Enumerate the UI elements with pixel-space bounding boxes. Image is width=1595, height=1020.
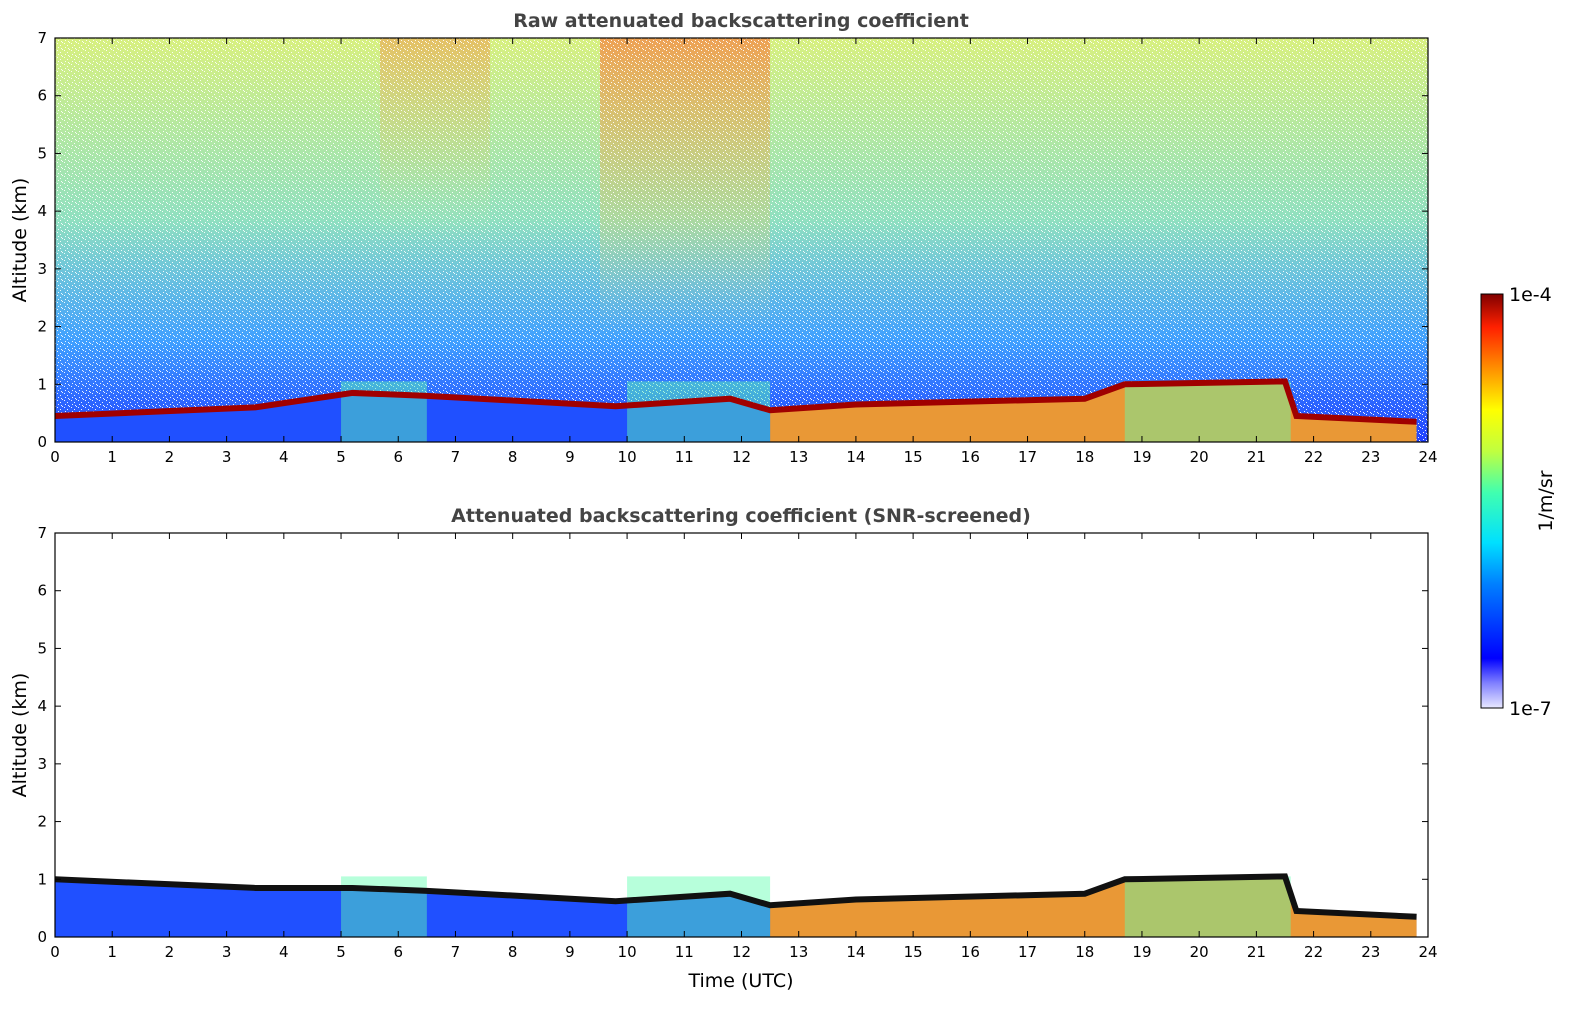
y-tick-label: 7 bbox=[37, 524, 47, 542]
panel-title: Attenuated backscattering coefficient (S… bbox=[451, 505, 1031, 527]
x-tick-label: 22 bbox=[1304, 448, 1323, 466]
colorbar-gradient bbox=[1480, 293, 1504, 709]
x-tick-label: 1 bbox=[107, 943, 117, 961]
layer-top-line bbox=[55, 378, 1417, 425]
colorbar-max-label: 1e-4 bbox=[1509, 284, 1552, 306]
x-tick-label: 21 bbox=[1247, 448, 1266, 466]
x-tick-label: 20 bbox=[1190, 448, 1209, 466]
x-tick-label: 13 bbox=[789, 943, 808, 961]
x-tick-label: 12 bbox=[732, 448, 751, 466]
panel-title: Raw attenuated backscattering coefficien… bbox=[513, 10, 969, 32]
x-tick-label: 1 bbox=[107, 448, 117, 466]
raw-backscatter-panel: Raw attenuated backscattering coefficien… bbox=[9, 10, 1438, 466]
noise-speckle bbox=[55, 38, 1428, 442]
x-tick-label: 14 bbox=[846, 943, 865, 961]
y-tick-label: 7 bbox=[37, 29, 47, 47]
x-tick-label: 2 bbox=[165, 943, 175, 961]
x-tick-label: 19 bbox=[1132, 448, 1151, 466]
layer-warm bbox=[770, 381, 1417, 442]
aerosol-layer bbox=[55, 873, 1417, 937]
x-tick-label: 15 bbox=[904, 448, 923, 466]
y-tick-label: 4 bbox=[37, 697, 47, 715]
y-axis-label: Altitude (km) bbox=[9, 178, 31, 303]
heatmap-image bbox=[55, 533, 1428, 937]
colorbar-min-label: 1e-7 bbox=[1509, 698, 1552, 720]
layer-top-line bbox=[55, 873, 1417, 920]
x-axis: 0 1 2 3 4 5 6 7 8 9 10 11 12 13 14 15 16 17 18 19 20 21 22 23 24 bbox=[50, 38, 1438, 466]
y-tick-label: 4 bbox=[37, 202, 47, 220]
x-tick-label: 16 bbox=[961, 943, 980, 961]
x-tick-label: 3 bbox=[222, 943, 232, 961]
x-tick-label: 21 bbox=[1247, 943, 1266, 961]
y-tick-label: 2 bbox=[37, 813, 47, 831]
y-tick-label: 1 bbox=[37, 375, 47, 393]
x-tick-label: 13 bbox=[789, 448, 808, 466]
layer-transition bbox=[1124, 381, 1291, 442]
layer-transition bbox=[627, 876, 771, 937]
y-tick-label: 0 bbox=[37, 928, 47, 946]
x-tick-label: 11 bbox=[675, 943, 694, 961]
layer-transition bbox=[627, 381, 771, 442]
y-tick-label: 2 bbox=[37, 318, 47, 336]
x-tick-label: 4 bbox=[279, 448, 289, 466]
snr-screened-panel: Attenuated backscattering coefficient (S… bbox=[9, 505, 1438, 992]
x-tick-label: 24 bbox=[1418, 943, 1437, 961]
y-axis: 0 1 2 3 4 5 6 7 bbox=[37, 29, 1428, 451]
x-tick-label: 5 bbox=[336, 943, 346, 961]
x-tick-label: 23 bbox=[1361, 448, 1380, 466]
x-tick-label: 0 bbox=[50, 943, 60, 961]
y-tick-label: 6 bbox=[37, 87, 47, 105]
x-tick-label: 7 bbox=[451, 943, 461, 961]
x-tick-label: 22 bbox=[1304, 943, 1323, 961]
y-tick-label: 3 bbox=[37, 260, 47, 278]
heatmap-image bbox=[55, 38, 1428, 442]
x-tick-label: 18 bbox=[1075, 943, 1094, 961]
x-tick-label: 2 bbox=[165, 448, 175, 466]
y-tick-label: 0 bbox=[37, 433, 47, 451]
x-tick-label: 6 bbox=[393, 943, 403, 961]
x-tick-label: 19 bbox=[1132, 943, 1151, 961]
x-tick-label: 9 bbox=[565, 448, 575, 466]
x-tick-label: 15 bbox=[904, 943, 923, 961]
y-tick-label: 6 bbox=[37, 582, 47, 600]
colorbar: 1e-4 1e-7 1/m/sr bbox=[1480, 284, 1557, 720]
x-axis-label: Time (UTC) bbox=[687, 970, 793, 992]
x-tick-label: 0 bbox=[50, 448, 60, 466]
y-tick-label: 5 bbox=[37, 639, 47, 657]
x-tick-label: 11 bbox=[675, 448, 694, 466]
x-tick-label: 6 bbox=[393, 448, 403, 466]
x-tick-label: 18 bbox=[1075, 448, 1094, 466]
x-tick-label: 7 bbox=[451, 448, 461, 466]
x-tick-label: 8 bbox=[508, 943, 518, 961]
y-axis-label: Altitude (km) bbox=[9, 673, 31, 798]
x-tick-label: 10 bbox=[618, 448, 637, 466]
layer-warm bbox=[770, 876, 1417, 937]
x-tick-label: 17 bbox=[1018, 448, 1037, 466]
x-tick-label: 16 bbox=[961, 448, 980, 466]
x-tick-label: 4 bbox=[279, 943, 289, 961]
x-tick-label: 5 bbox=[336, 448, 346, 466]
y-tick-label: 1 bbox=[37, 870, 47, 888]
x-tick-label: 14 bbox=[846, 448, 865, 466]
x-axis: 0 1 2 3 4 5 6 7 8 9 10 11 12 13 14 15 16 17 18 19 20 21 22 23 24 bbox=[50, 533, 1438, 961]
x-tick-label: 24 bbox=[1418, 448, 1437, 466]
x-tick-label: 3 bbox=[222, 448, 232, 466]
x-tick-label: 12 bbox=[732, 943, 751, 961]
x-tick-label: 10 bbox=[618, 943, 637, 961]
x-tick-label: 8 bbox=[508, 448, 518, 466]
y-axis: 0 1 2 3 4 5 6 7 bbox=[37, 524, 1428, 946]
x-tick-label: 20 bbox=[1190, 943, 1209, 961]
x-tick-label: 23 bbox=[1361, 943, 1380, 961]
aerosol-layer bbox=[55, 378, 1417, 442]
x-tick-label: 17 bbox=[1018, 943, 1037, 961]
colorbar-label: 1/m/sr bbox=[1535, 470, 1557, 531]
layer-transition bbox=[1124, 876, 1291, 937]
y-tick-label: 5 bbox=[37, 144, 47, 162]
y-tick-label: 3 bbox=[37, 755, 47, 773]
screened-background bbox=[55, 533, 1428, 937]
x-tick-label: 9 bbox=[565, 943, 575, 961]
